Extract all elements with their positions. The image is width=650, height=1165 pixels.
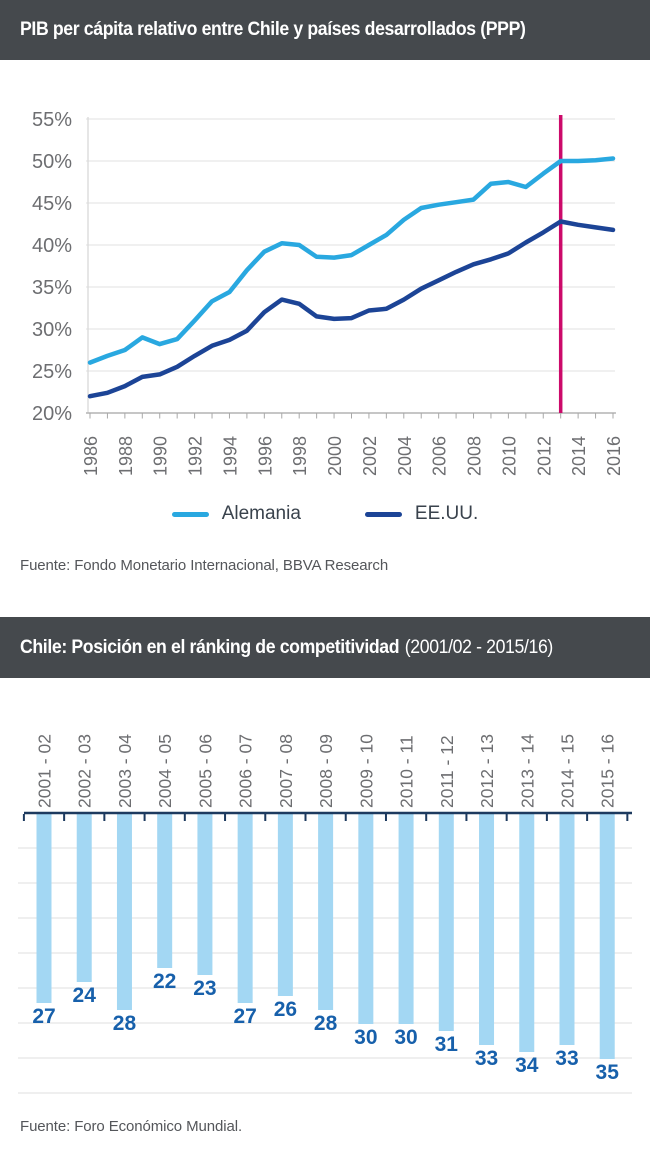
bar-category-label: 2015 - 16 — [598, 734, 618, 808]
bar-category-label: 2013 - 14 — [517, 734, 537, 808]
bar-value-label: 33 — [475, 1047, 498, 1070]
bar-category-label: 2009 - 10 — [356, 734, 376, 808]
bar-category-label: 2011 - 12 — [437, 735, 457, 808]
x-tick-label: 1996 — [255, 436, 275, 476]
series-line-eeuu — [87, 219, 616, 399]
bar-value-label: 35 — [596, 1061, 620, 1084]
bar-value-label: 33 — [555, 1047, 578, 1070]
x-tick-label: 2010 — [499, 436, 519, 476]
bar — [519, 814, 535, 1052]
bar-category-label: 2007 - 08 — [276, 734, 296, 808]
alemania-line-swatch — [171, 511, 209, 517]
bar-value-label: 30 — [394, 1026, 417, 1049]
chart2-source: Fuente: Foro Económico Mundial. — [20, 1118, 243, 1135]
bar-category-label: 2002 - 03 — [75, 734, 95, 808]
bar — [277, 814, 293, 996]
bar-value-label: 27 — [233, 1005, 256, 1028]
chart2-title-suffix: (2001/02 - 2015/16) — [404, 636, 554, 658]
bar-value-label: 26 — [274, 998, 297, 1021]
bar — [197, 814, 213, 975]
y-tick-label: 30% — [32, 319, 72, 341]
bar-value-label: 22 — [153, 970, 176, 993]
bar-category-label: 2014 - 15 — [557, 734, 577, 808]
legend-label-eeuu: EE.UU. — [414, 503, 479, 524]
bar-category-label: 2003 - 04 — [115, 734, 135, 808]
y-tick-label: 40% — [32, 235, 72, 257]
bar-value-label: 31 — [435, 1033, 459, 1056]
chart1-title: PIB per cápita relativo entre Chile y pa… — [20, 19, 526, 40]
bar-value-label: 28 — [314, 1012, 338, 1035]
x-tick-label: 2002 — [360, 436, 380, 476]
legend-item-alemania: Alemania — [171, 503, 301, 525]
bar-value-label: 24 — [73, 984, 97, 1007]
x-tick-label: 1990 — [151, 436, 171, 476]
bar — [479, 814, 495, 1045]
bar-category-label: 2004 - 05 — [155, 734, 175, 808]
x-tick-label: 2008 — [465, 436, 485, 476]
chart1-header-band: PIB per cápita relativo entre Chile y pa… — [0, 0, 650, 60]
y-tick-label: 50% — [32, 151, 72, 173]
chart1-legend: Alemania EE.UU. — [0, 503, 650, 525]
bar — [157, 814, 173, 968]
x-tick-label: 1988 — [116, 436, 136, 476]
chart2-header-band: Chile: Posición en el ránking de competi… — [0, 617, 650, 678]
x-tick-label: 1994 — [220, 436, 240, 476]
y-tick-label: 35% — [32, 277, 72, 299]
legend-item-eeuu: EE.UU. — [364, 503, 479, 525]
bar-value-label: 34 — [515, 1054, 539, 1077]
bar-category-label: 2010 - 11 — [397, 735, 417, 808]
bar-category-label: 2001 - 02 — [35, 734, 55, 808]
x-tick-label: 1986 — [81, 436, 101, 476]
bar-value-label: 28 — [113, 1012, 137, 1035]
bar — [76, 814, 92, 982]
bar — [358, 814, 374, 1024]
x-tick-label: 2014 — [569, 436, 589, 476]
x-tick-label: 2000 — [325, 436, 345, 476]
x-tick-label: 2004 — [395, 436, 415, 476]
bar-chart: 27 2001 - 02 24 2002 - 03 28 2003 - 04 22 2004 … — [18, 734, 632, 1094]
bar-value-label: 23 — [193, 977, 216, 1000]
y-tick-label: 25% — [32, 361, 72, 383]
x-tick-label: 1998 — [290, 436, 310, 476]
x-tick-label: 2012 — [534, 436, 554, 476]
bar — [438, 814, 454, 1031]
x-tick-label: 2016 — [604, 436, 624, 476]
bar-category-label: 2008 - 09 — [316, 734, 336, 808]
bar — [559, 814, 575, 1045]
bar — [36, 814, 52, 1003]
bar-category-label: 2005 - 06 — [195, 734, 215, 808]
y-tick-label: 20% — [32, 403, 72, 425]
bar-category-label: 2012 - 13 — [477, 734, 497, 808]
bar — [237, 814, 253, 1003]
bar — [318, 814, 334, 1010]
y-tick-label: 55% — [32, 109, 72, 131]
legend-label-alemania: Alemania — [221, 503, 301, 524]
bar-value-label: 30 — [354, 1026, 377, 1049]
chart2-title-bold: Chile: Posición en el ránking de competi… — [20, 636, 400, 658]
line-chart: 20% 25% 30% 35% 40% 45% 50% 55% 1986 1988 1990 1992… — [32, 109, 624, 476]
bar — [599, 814, 615, 1059]
y-tick-label: 45% — [32, 193, 72, 215]
bar-category-label: 2006 - 07 — [236, 734, 256, 808]
x-tick-label: 2006 — [430, 436, 450, 476]
chart2-title: Chile: Posición en el ránking de competi… — [20, 637, 553, 659]
bar — [116, 814, 132, 1010]
bar-value-label: 27 — [32, 1005, 55, 1028]
bar — [398, 814, 414, 1024]
chart1-source: Fuente: Fondo Monetario Internacional, B… — [20, 557, 389, 574]
x-tick-label: 1992 — [186, 436, 206, 476]
series-line-alemania — [87, 156, 616, 365]
eeuu-line-swatch — [364, 511, 402, 517]
